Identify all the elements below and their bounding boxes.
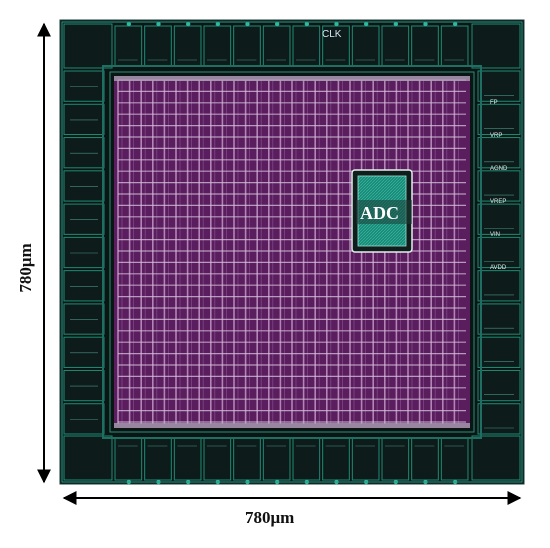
right-pad	[477, 70, 521, 102]
right-pin-name: FP	[490, 100, 498, 106]
top-pad-pin	[245, 21, 250, 27]
top-pad-pin	[185, 21, 191, 27]
power-ring-inner	[109, 71, 475, 433]
right-pad	[477, 137, 521, 169]
right-pin-name: VREP	[490, 199, 506, 205]
corner-cell	[471, 23, 521, 69]
top-pad-pin	[304, 21, 310, 27]
top-pad	[411, 25, 439, 67]
left-pad	[63, 137, 105, 169]
right-pin-names: FP VRP AGND VREP VIN AVDD	[490, 100, 508, 271]
top-pad	[114, 25, 143, 67]
left-pad	[63, 336, 105, 368]
right-pin-name: AVDD	[490, 265, 507, 271]
top-pad-pin	[393, 21, 399, 27]
height-dimension-label: 780μm	[16, 243, 35, 293]
corner-cell	[63, 23, 113, 69]
right-pad	[477, 170, 521, 202]
bottom-pad	[351, 437, 380, 481]
right-pad	[477, 303, 521, 335]
bottom-pad	[381, 437, 410, 481]
left-pad	[63, 203, 105, 235]
bottom-pad	[144, 437, 172, 481]
right-pad	[477, 336, 521, 368]
adc-label: ADC	[360, 203, 399, 223]
left-pad	[63, 403, 105, 435]
adc-label-plate	[356, 200, 412, 224]
top-pad-pin	[156, 21, 161, 27]
power-ring-outer	[102, 65, 482, 439]
right-pad	[477, 103, 521, 136]
right-pad	[477, 236, 521, 269]
bottom-strap-bar	[114, 423, 470, 428]
left-pad	[63, 70, 105, 102]
bottom-pad	[322, 437, 350, 481]
right-pin-name: VIN	[490, 232, 500, 238]
corner-cell	[63, 435, 113, 481]
top-pad-pin	[334, 21, 339, 27]
top-pad	[144, 25, 172, 67]
left-pad	[63, 369, 105, 402]
pad-ring-border	[61, 21, 523, 483]
top-pad-pin	[215, 21, 221, 27]
top-pad	[381, 25, 410, 67]
bottom-pad	[203, 437, 232, 481]
top-pad	[233, 25, 261, 67]
top-pad-pin	[126, 21, 132, 27]
left-pad	[63, 170, 105, 202]
top-pad-pin	[452, 21, 458, 27]
right-pad	[477, 369, 521, 402]
top-pad-pin	[423, 21, 428, 27]
right-pad	[477, 270, 521, 302]
width-dimension-label: 780μm	[245, 508, 295, 527]
left-pad	[63, 303, 105, 335]
left-pad	[63, 236, 105, 269]
bottom-pad	[292, 437, 321, 481]
corner-cell	[471, 435, 521, 481]
right-pad	[477, 403, 521, 435]
bottom-pad	[173, 437, 202, 481]
bottom-pad	[233, 437, 261, 481]
top-pad	[203, 25, 232, 67]
bottom-pad	[411, 437, 439, 481]
top-pad-pin	[363, 21, 369, 27]
left-pad	[63, 270, 105, 302]
top-strap-bar	[114, 76, 470, 81]
bottom-pad	[262, 437, 291, 481]
right-pin-name: AGND	[490, 166, 508, 172]
right-pin-name: VRP	[490, 133, 502, 139]
bottom-pad	[114, 437, 143, 481]
clk-pin-label: CLK	[322, 29, 342, 40]
top-pad-pin	[274, 21, 280, 27]
adc-block: ADC	[351, 169, 413, 253]
right-pad	[477, 203, 521, 235]
bottom-pad	[440, 437, 469, 481]
left-pad	[63, 103, 105, 136]
